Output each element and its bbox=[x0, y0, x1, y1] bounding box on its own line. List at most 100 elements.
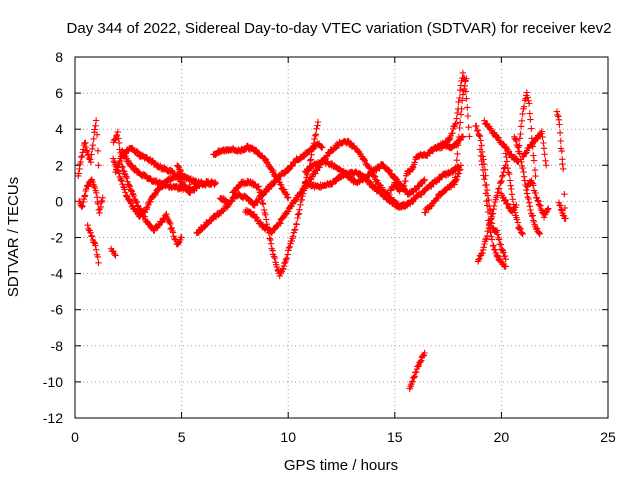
data-point bbox=[456, 86, 464, 94]
data-point bbox=[95, 162, 102, 169]
data-point bbox=[452, 174, 459, 181]
data-point bbox=[283, 255, 290, 262]
data-point bbox=[360, 156, 368, 163]
data-point bbox=[464, 104, 471, 111]
data-point bbox=[307, 156, 315, 163]
data-point bbox=[418, 357, 425, 364]
data-point bbox=[519, 230, 526, 238]
data-point bbox=[526, 199, 533, 206]
data-point bbox=[494, 133, 501, 141]
data-point bbox=[496, 240, 503, 248]
data-point bbox=[478, 161, 486, 168]
data-point bbox=[479, 166, 487, 174]
data-point bbox=[514, 219, 521, 226]
data-point bbox=[81, 192, 89, 199]
data-point bbox=[561, 204, 569, 212]
data-point bbox=[523, 89, 530, 96]
data-point bbox=[509, 196, 516, 203]
data-point bbox=[84, 183, 92, 190]
data-point bbox=[446, 135, 454, 143]
data-point bbox=[260, 206, 268, 214]
data-point bbox=[508, 191, 516, 198]
data-point bbox=[464, 112, 472, 120]
data-point bbox=[286, 243, 293, 251]
data-point bbox=[541, 151, 548, 158]
data-point bbox=[168, 224, 175, 232]
data-point bbox=[493, 227, 501, 234]
y-tick-label: -4 bbox=[51, 266, 64, 282]
data-point bbox=[262, 211, 269, 218]
data-point bbox=[274, 266, 281, 274]
data-point bbox=[421, 176, 428, 183]
data-point bbox=[256, 189, 263, 196]
data-point bbox=[319, 144, 326, 151]
data-point bbox=[477, 152, 485, 159]
data-point bbox=[505, 169, 512, 176]
x-tick-label: 15 bbox=[387, 429, 403, 445]
data-point bbox=[273, 263, 280, 271]
data-point bbox=[89, 145, 96, 153]
data-point bbox=[556, 121, 563, 128]
data-point bbox=[482, 182, 489, 189]
data-point bbox=[91, 184, 98, 192]
data-point bbox=[280, 266, 287, 273]
data-point bbox=[502, 197, 509, 204]
data-point bbox=[458, 105, 465, 113]
data-point bbox=[518, 229, 526, 237]
data-point bbox=[289, 162, 296, 169]
data-point bbox=[491, 246, 499, 254]
data-point bbox=[528, 141, 536, 149]
data-point bbox=[361, 157, 368, 164]
data-point bbox=[557, 202, 564, 209]
data-point bbox=[92, 117, 100, 124]
data-point bbox=[332, 178, 339, 185]
data-point bbox=[497, 178, 504, 186]
data-point bbox=[133, 198, 140, 206]
data-point bbox=[388, 170, 396, 178]
data-point bbox=[87, 229, 94, 236]
data-point bbox=[116, 139, 123, 147]
data-point bbox=[267, 240, 275, 247]
data-point bbox=[182, 176, 190, 183]
data-point bbox=[554, 111, 561, 119]
data-point bbox=[518, 158, 525, 165]
data-point bbox=[477, 137, 484, 144]
data-point bbox=[276, 272, 283, 280]
data-point bbox=[402, 178, 409, 185]
data-point bbox=[386, 167, 393, 174]
data-point bbox=[211, 178, 219, 186]
data-point bbox=[365, 164, 373, 171]
data-point bbox=[277, 220, 284, 227]
data-point bbox=[502, 150, 509, 157]
data-point bbox=[499, 246, 506, 253]
data-point bbox=[538, 128, 546, 135]
data-point bbox=[264, 158, 271, 166]
data-point bbox=[528, 179, 535, 186]
data-point bbox=[478, 142, 485, 149]
data-point bbox=[132, 165, 139, 172]
data-point bbox=[459, 91, 467, 98]
data-point bbox=[484, 202, 491, 209]
data-point bbox=[473, 122, 480, 130]
data-point bbox=[413, 368, 420, 376]
data-point bbox=[174, 162, 182, 170]
data-point bbox=[545, 205, 552, 212]
data-point bbox=[453, 157, 460, 164]
data-point bbox=[483, 186, 491, 194]
grid-lines bbox=[75, 57, 608, 418]
data-point bbox=[453, 115, 460, 122]
data-point bbox=[420, 177, 428, 184]
data-point bbox=[124, 178, 131, 185]
data-point bbox=[94, 253, 101, 261]
data-point bbox=[479, 249, 486, 257]
data-point bbox=[409, 378, 416, 385]
data-point bbox=[461, 82, 468, 90]
data-point bbox=[507, 182, 514, 189]
data-point bbox=[94, 200, 102, 207]
data-point bbox=[526, 110, 533, 117]
data-point bbox=[525, 195, 532, 203]
data-point bbox=[317, 143, 324, 150]
data-point bbox=[498, 177, 505, 185]
data-point bbox=[537, 205, 545, 213]
